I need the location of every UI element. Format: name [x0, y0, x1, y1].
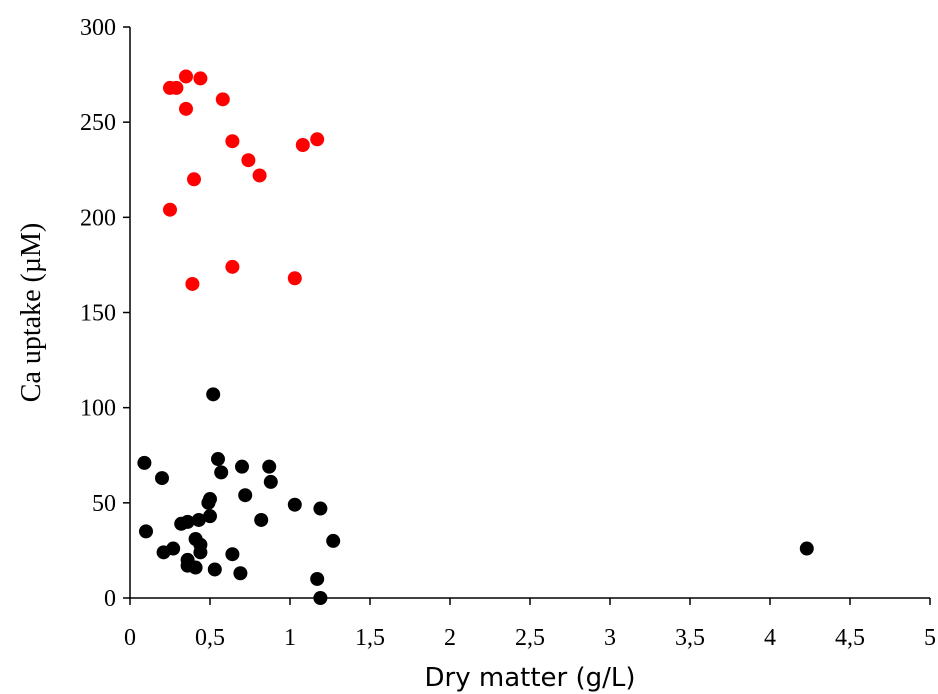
data-point	[169, 80, 184, 95]
data-point	[179, 101, 193, 116]
x-tick-label: 4,5	[835, 625, 865, 651]
x-tick-label: 2,5	[515, 625, 545, 651]
data-point	[188, 560, 203, 575]
x-tick-label: 1,5	[355, 625, 385, 651]
data-points	[137, 69, 814, 605]
data-point	[225, 259, 240, 274]
data-point	[191, 512, 206, 527]
data-point	[263, 474, 278, 489]
y-tick-label: 100	[80, 396, 116, 422]
data-point	[206, 387, 221, 402]
data-point	[233, 566, 248, 581]
x-tick-label: 3,5	[675, 625, 705, 651]
data-point	[262, 459, 277, 474]
data-point	[241, 153, 256, 168]
data-point	[207, 562, 222, 577]
data-point	[310, 571, 325, 586]
data-point	[287, 271, 302, 286]
data-point	[252, 168, 267, 183]
y-tick-label: 150	[80, 301, 116, 327]
x-tick-label: 0,5	[195, 625, 225, 651]
data-point	[185, 276, 200, 291]
data-point	[254, 512, 269, 527]
data-point	[326, 533, 341, 548]
y-tick-label: 250	[80, 110, 116, 136]
y-tick-label: 0	[104, 586, 116, 612]
y-tick-label: 50	[92, 491, 116, 517]
data-point	[799, 541, 814, 556]
x-tick-label: 1	[284, 625, 296, 651]
data-point	[137, 455, 152, 470]
data-point	[203, 509, 217, 524]
data-point	[201, 495, 216, 510]
data-point	[214, 465, 229, 480]
axes	[129, 27, 930, 599]
data-point	[187, 172, 201, 187]
data-point	[180, 514, 195, 529]
data-point	[139, 524, 153, 539]
data-point	[193, 71, 208, 86]
data-point	[235, 459, 249, 474]
x-tick-label: 4	[764, 625, 776, 651]
data-point	[211, 452, 225, 467]
data-point	[156, 545, 171, 560]
data-point	[163, 202, 177, 217]
data-point	[179, 69, 193, 84]
y-tick-label: 300	[80, 15, 116, 41]
y-tick-label: 200	[80, 205, 116, 231]
data-point	[155, 471, 169, 486]
x-tick-label: 0	[124, 625, 136, 651]
data-point	[193, 545, 208, 560]
data-point	[287, 497, 302, 512]
x-tick-label: 2	[444, 625, 456, 651]
x-tick-label: 5	[924, 625, 936, 651]
data-point	[295, 138, 310, 153]
data-point	[313, 501, 328, 516]
x-tick-label: 3	[604, 625, 616, 651]
x-ticks: 0 0,5 1 1,5 2 2,5 3 3,5 4 4,5 5	[124, 598, 936, 651]
y-ticks: 0 50 100 150 200 250 300	[80, 15, 130, 612]
data-point	[215, 92, 230, 107]
x-axis-label: Dry matter (g/L)	[425, 663, 636, 693]
data-point	[225, 134, 240, 149]
data-point	[225, 547, 240, 562]
data-point	[313, 591, 328, 605]
y-axis-label: Ca uptake (µM)	[16, 223, 47, 402]
data-point	[238, 488, 253, 503]
data-point	[310, 132, 325, 147]
